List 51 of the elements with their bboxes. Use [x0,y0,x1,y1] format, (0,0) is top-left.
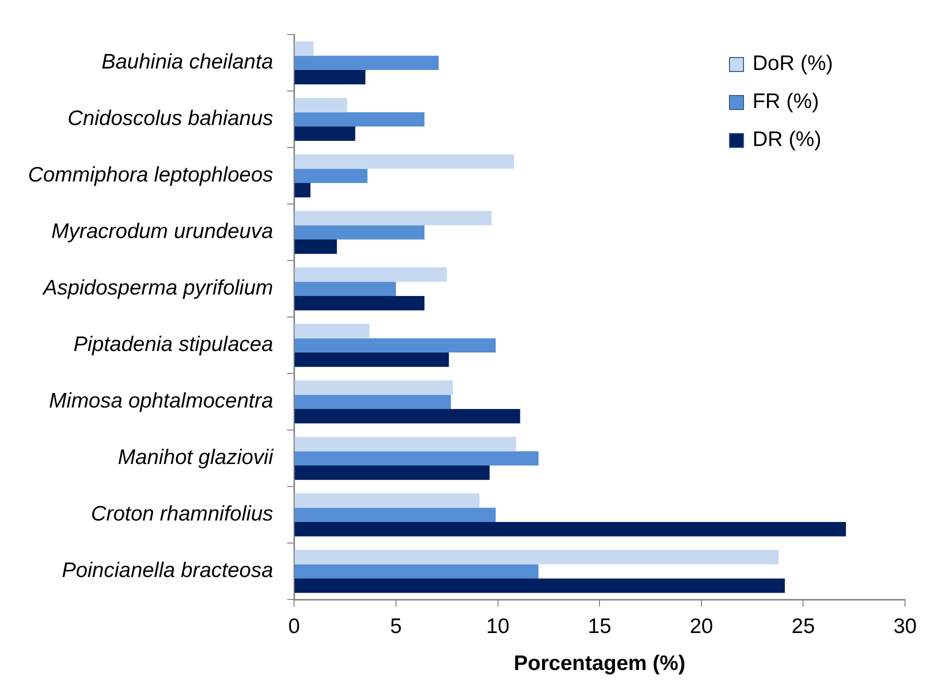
bar [294,70,366,84]
y-tick-label: Mimosa ophtalmocentra [49,390,274,413]
x-tick-label: 25 [792,614,815,638]
bar [294,564,538,579]
y-tick-label: Cnidoscolus bahianus [68,107,274,130]
y-tick-label: Commiphora leptophloeos [28,164,274,187]
bar [294,98,348,112]
bar [294,522,846,536]
y-tick-label: Aspidosperma pyrifolium [41,276,274,300]
legend-label: DoR (%) [752,52,833,76]
x-tick-label: 15 [588,614,612,638]
x-tick-label: 20 [690,614,714,638]
bar [294,240,337,254]
bar [294,578,785,593]
bar [294,380,453,395]
bar [294,183,310,198]
bar [294,210,492,226]
bar [294,282,396,296]
legend-label: FR (%) [752,90,819,114]
bar [294,225,424,240]
bar [294,466,490,480]
x-tick-label: 10 [486,614,510,638]
bar [294,409,520,424]
bar [294,550,779,564]
x-tick-label: 0 [288,614,300,638]
x-axis-title: Porcentagem (%) [514,652,686,676]
x-tick-label: 30 [893,614,917,638]
bar [294,436,516,452]
bar [294,112,424,127]
y-tick-label: Myracrodum urundeuva [51,220,274,244]
bar [294,267,447,282]
bar [294,41,314,56]
bar [294,493,480,508]
bar [294,296,424,310]
bar [294,56,439,70]
bar [294,324,370,338]
y-tick-label: Manihot glaziovii [118,446,274,470]
y-tick-label: Croton rhamnifolius [91,502,274,526]
y-tick-label: Poincianella bracteosa [62,559,274,582]
bar [294,168,368,184]
legend-label: DR (%) [752,128,822,152]
bar [294,508,496,522]
bar [294,338,496,353]
bar [294,394,451,410]
y-tick-label: Bauhinia cheilanta [102,50,274,74]
bar [294,154,514,169]
y-tick-label: Piptadenia stipulacea [73,333,274,356]
bar [294,352,449,367]
x-tick-label: 5 [390,614,402,638]
bar [294,451,538,466]
bar [294,126,356,141]
